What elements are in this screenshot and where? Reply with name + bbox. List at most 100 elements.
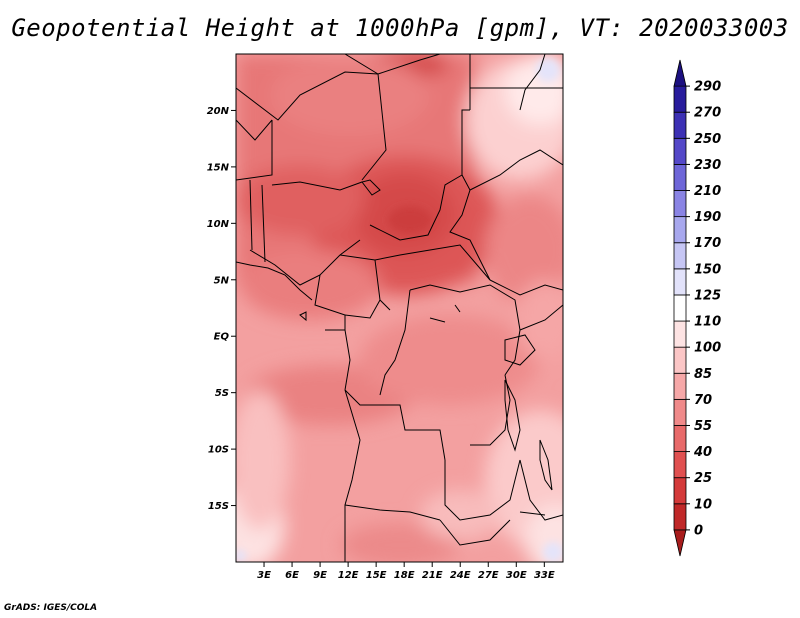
boundary-line (444, 459, 521, 521)
boundary-line (539, 439, 553, 491)
boundary-line (461, 109, 470, 175)
longitude-axis: 3E 6E 9E 12E 15E 18E 21E 24E 27E 30E 33E (257, 562, 555, 581)
colorbar-label: 0 (694, 523, 703, 538)
colorbar-swatch (673, 111, 687, 139)
boundary-line (299, 311, 307, 322)
colorbar-swatch (673, 346, 687, 374)
boundary-line (344, 329, 351, 391)
chart-title: Geopotential Height at 1000hPa [gpm], VT… (11, 14, 789, 42)
colorbar-swatch (673, 242, 687, 270)
colorbar-label: 55 (694, 419, 712, 434)
boundary-line (236, 261, 313, 301)
lat-tick-label: EQ (214, 332, 230, 343)
field-region (543, 542, 563, 562)
boundary-line (519, 54, 546, 111)
colorbar-swatch (673, 137, 687, 165)
field-region (240, 250, 380, 320)
field-region (360, 315, 540, 405)
colorbar-swatch (673, 85, 687, 113)
lon-tick-label: 30E (506, 570, 527, 581)
colorbar-end-low (673, 529, 687, 557)
boundary-line (409, 284, 521, 331)
colorbar-swatch (673, 503, 687, 531)
colorbar-label: 40 (693, 445, 712, 460)
colorbar-label: 230 (694, 158, 721, 173)
boundary-line (469, 149, 563, 191)
country-boundaries (236, 54, 563, 562)
lat-tick-label: 20N (207, 106, 230, 117)
colorbar-label: 250 (694, 132, 721, 147)
colorbar-label: 210 (694, 184, 721, 199)
colorbar-swatch (673, 164, 687, 191)
map-frame (235, 53, 564, 563)
lon-tick-label: 3E (257, 570, 271, 581)
lat-tick-label: 10S (208, 445, 229, 456)
colorbar-swatch (673, 294, 687, 322)
colorbar-swatch (673, 451, 687, 479)
boundary-line (429, 317, 446, 323)
field-region (515, 280, 563, 360)
lon-tick-label: 27E (478, 570, 499, 581)
colorbar-swatch (673, 320, 687, 348)
colorbar-label: 170 (694, 236, 721, 251)
boundary-line (249, 239, 361, 286)
boundary-line (504, 329, 521, 376)
lon-tick-label: 9E (313, 570, 327, 581)
lon-tick-label: 6E (285, 570, 299, 581)
colorbar: 0 10 25 40 55 70 85 100 110 125 150 170 190 210 230 250… (673, 59, 721, 557)
boundary-line (519, 459, 563, 521)
boundary-line (519, 304, 563, 331)
boundary-line (379, 289, 411, 396)
boundary-line (236, 71, 379, 121)
field-region (340, 523, 460, 562)
boundary-line (271, 181, 363, 191)
colorbar-label: 270 (694, 106, 721, 121)
lon-tick-label: 24E (450, 570, 471, 581)
lon-tick-label: 21E (422, 570, 443, 581)
credit-footer: GrADS: IGES/COLA (4, 603, 98, 613)
boundary-line (344, 54, 441, 75)
boundary-line (439, 519, 511, 546)
colorbar-swatch (673, 425, 687, 452)
field-region (236, 165, 365, 235)
boundary-line (261, 184, 266, 263)
boundary-line (454, 304, 461, 313)
height-field (236, 54, 563, 562)
field-region (236, 550, 246, 562)
latitude-axis: 20N 15N 10N 5N EQ 5S 10S 15S (207, 106, 236, 512)
colorbar-swatch (673, 216, 687, 244)
boundary-line (236, 120, 273, 181)
field-region (388, 206, 432, 234)
boundary-line (344, 299, 381, 319)
boundary-line (361, 179, 381, 196)
lon-tick-label: 12E (338, 570, 359, 581)
colorbar-swatch (673, 268, 687, 296)
field-region (420, 490, 500, 540)
field-region (525, 505, 563, 562)
lat-tick-label: 15N (207, 162, 230, 173)
boundary-line (369, 174, 463, 241)
boundary-line (344, 389, 446, 461)
colorbar-label: 25 (694, 471, 712, 486)
colorbar-label: 100 (694, 341, 721, 356)
field-region (236, 390, 290, 530)
colorbar-swatch (673, 190, 687, 218)
boundary-line (519, 511, 546, 516)
lat-tick-label: 10N (207, 219, 230, 230)
colorbar-label: 10 (694, 497, 712, 512)
boundary-line (449, 174, 491, 281)
boundary-line (249, 179, 253, 251)
field-region (485, 195, 563, 305)
boundary-line (504, 334, 536, 366)
colorbar-swatch (673, 398, 687, 426)
boundary-line (470, 374, 511, 446)
colorbar-label: 190 (694, 210, 721, 225)
colorbar-label: 85 (694, 367, 712, 382)
lon-tick-label: 33E (534, 570, 555, 581)
lat-tick-label: 5S (215, 388, 229, 399)
colorbar-swatch (673, 372, 687, 400)
map-panel (236, 54, 563, 562)
colorbar-swatch (673, 477, 687, 505)
